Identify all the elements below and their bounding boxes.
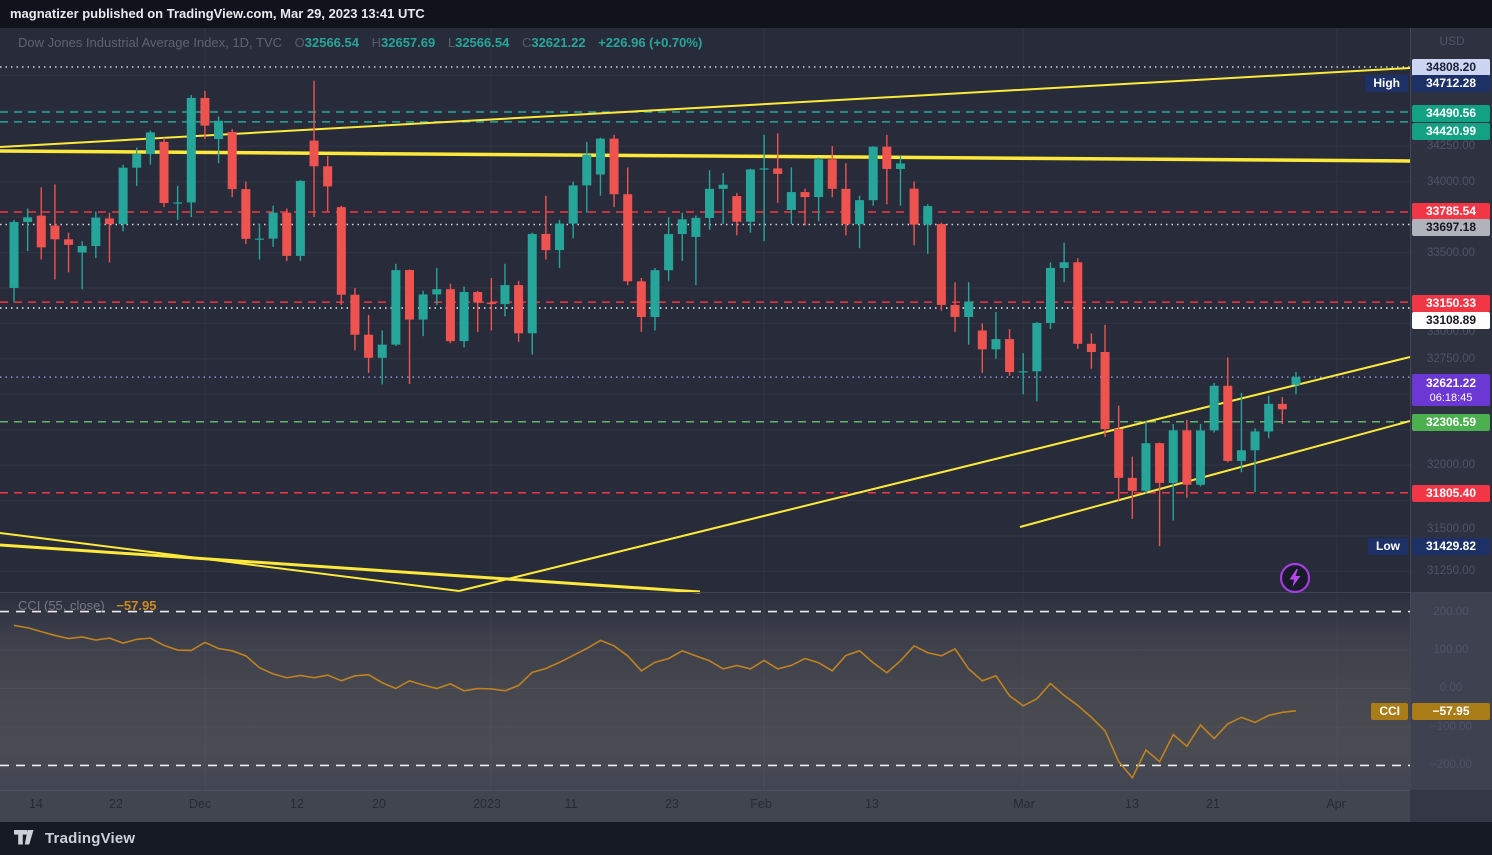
cci-axis[interactable] (1410, 592, 1492, 790)
axis-tick: −200.00 (1430, 759, 1472, 771)
price-chart-pane[interactable] (0, 28, 1410, 592)
axis-tick: 34000.00 (1427, 176, 1475, 188)
ohlc-high-label: H (371, 35, 381, 50)
axis-tick: 33000.00 (1427, 326, 1475, 338)
time-label: 2023 (473, 797, 501, 811)
axis-tick: 100.00 (1433, 644, 1469, 656)
axis-tick: 200.00 (1433, 606, 1469, 618)
axis-tick: 33500.00 (1427, 247, 1475, 259)
publisher-bar: magnatizer published on TradingView.com,… (0, 0, 1492, 28)
price-label: 33150.33 (1412, 294, 1490, 312)
price-label: 33785.54 (1412, 202, 1490, 220)
time-label: 14 (29, 797, 43, 811)
time-label: 20 (372, 797, 386, 811)
time-label: 12 (290, 797, 304, 811)
axis-tag-high: High (1365, 74, 1408, 92)
ohlc-low-value: 32566.54 (455, 35, 510, 50)
tradingview-logo-icon (14, 830, 34, 845)
ohlc-open-value: 32566.54 (304, 35, 359, 50)
price-label: 34490.56 (1412, 104, 1490, 122)
time-label: Dec (188, 797, 212, 811)
axis-tick: 31250.00 (1427, 565, 1475, 577)
ohlc-close-value: 32621.22 (531, 35, 586, 50)
time-label: Mar (1013, 797, 1035, 811)
time-axis-corner (1410, 790, 1492, 822)
symbol-title: Dow Jones Industrial Average Index, 1D, … (18, 35, 282, 50)
change-value: +226.96 (+0.70%) (598, 35, 703, 50)
axis-tick: 34250.00 (1427, 140, 1475, 152)
price-label: 34420.99 (1412, 122, 1490, 140)
time-label: 13 (865, 797, 879, 811)
axis-tick: 0.00 (1439, 682, 1463, 694)
axis-tick: 32750.00 (1427, 353, 1475, 365)
time-label: 21 (1206, 797, 1220, 811)
price-label: 31429.82 (1412, 537, 1490, 555)
time-label: 23 (665, 797, 679, 811)
cci-title: CCI (55, close) (18, 598, 105, 613)
price-label: 34712.28 (1412, 74, 1490, 92)
axis-tick: 32000.00 (1427, 459, 1475, 471)
time-axis[interactable] (0, 790, 1492, 822)
ohlc-close-label: C (521, 35, 532, 50)
price-label: −57.95 (1412, 702, 1490, 720)
axis-separator (1410, 28, 1411, 790)
time-label: Feb (750, 797, 772, 811)
brand-name: TradingView (45, 830, 136, 847)
currency-label: USD (1439, 34, 1465, 48)
price-label: 32621.22 06:18:45 (1412, 374, 1490, 406)
axis-tick: 31500.00 (1427, 523, 1475, 535)
ohlc-low-label: L (447, 35, 456, 50)
axis-tick: −100.00 (1430, 721, 1472, 733)
lightning-icon[interactable] (1279, 562, 1311, 594)
cci-value: −57.95 (116, 598, 157, 613)
price-label: 31805.40 (1412, 484, 1490, 502)
axis-tag-low: Low (1368, 537, 1408, 555)
tradingview-logo[interactable]: TradingView (14, 830, 135, 847)
axis-tag-cci: CCI (1371, 702, 1408, 720)
time-label: Apr (1326, 797, 1346, 811)
pane-separator[interactable] (0, 592, 1492, 593)
cci-legend: CCI (55, close) −57.95 (18, 598, 156, 613)
ohlc-open-label: O (294, 35, 305, 50)
price-label: 33697.18 (1412, 218, 1490, 236)
symbol-legend: Dow Jones Industrial Average Index, 1D, … (18, 35, 702, 50)
cci-indicator-pane[interactable] (0, 592, 1410, 790)
publisher-text: magnatizer published on TradingView.com,… (10, 6, 425, 21)
time-label: 22 (109, 797, 123, 811)
time-label: 11 (564, 797, 578, 811)
price-label: 32306.59 (1412, 413, 1490, 431)
ohlc-high-value: 32657.69 (381, 35, 436, 50)
time-label: 13 (1125, 797, 1139, 811)
price-label: 33108.89 (1412, 311, 1490, 329)
price-label: 34808.20 (1412, 58, 1490, 76)
countdown-timer: 06:18:45 (1429, 392, 1473, 404)
